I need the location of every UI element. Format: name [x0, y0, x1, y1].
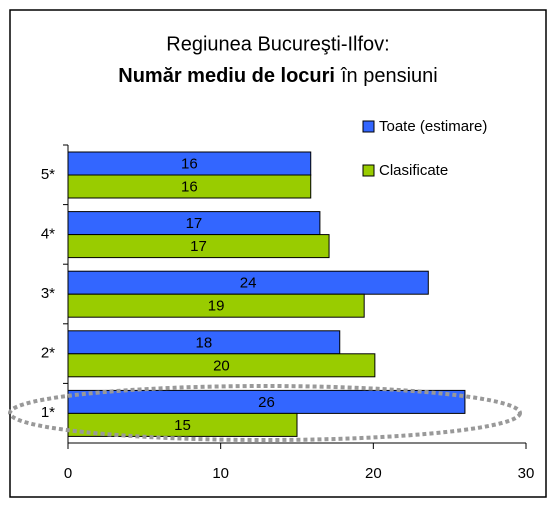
legend-swatch [362, 164, 375, 177]
x-tick-label: 20 [365, 465, 382, 482]
chart-title-line2: Număr mediu de locuri în pensiuni [118, 65, 437, 87]
data-label: 17 [186, 215, 203, 232]
y-tick-label: 1* [41, 404, 55, 421]
legend-label: Toate (estimare) [379, 118, 487, 135]
y-tick-label: 4* [41, 225, 55, 242]
data-label: 15 [174, 417, 191, 434]
y-tick-label: 3* [41, 285, 55, 302]
highlight-ellipse [8, 384, 522, 442]
data-label: 16 [181, 178, 198, 195]
data-label: 24 [240, 275, 257, 292]
data-label: 17 [190, 238, 207, 255]
x-tick-label: 0 [64, 465, 72, 482]
data-label: 19 [208, 298, 225, 315]
y-tick-label: 2* [41, 345, 55, 362]
x-tick-label: 30 [518, 465, 535, 482]
legend-label: Clasificate [379, 162, 448, 179]
x-tick-label: 10 [212, 465, 229, 482]
title-bold: Număr mediu de locuri [118, 65, 335, 87]
data-label: 18 [196, 334, 213, 351]
data-label: 26 [258, 394, 275, 411]
chart-title: Regiunea Bucureşti-Ilfov: [166, 33, 389, 55]
data-label: 20 [213, 357, 230, 374]
data-label: 16 [181, 155, 198, 172]
legend-swatch [362, 120, 375, 133]
title-rest: în pensiuni [340, 65, 438, 87]
y-tick-label: 5* [41, 166, 55, 183]
